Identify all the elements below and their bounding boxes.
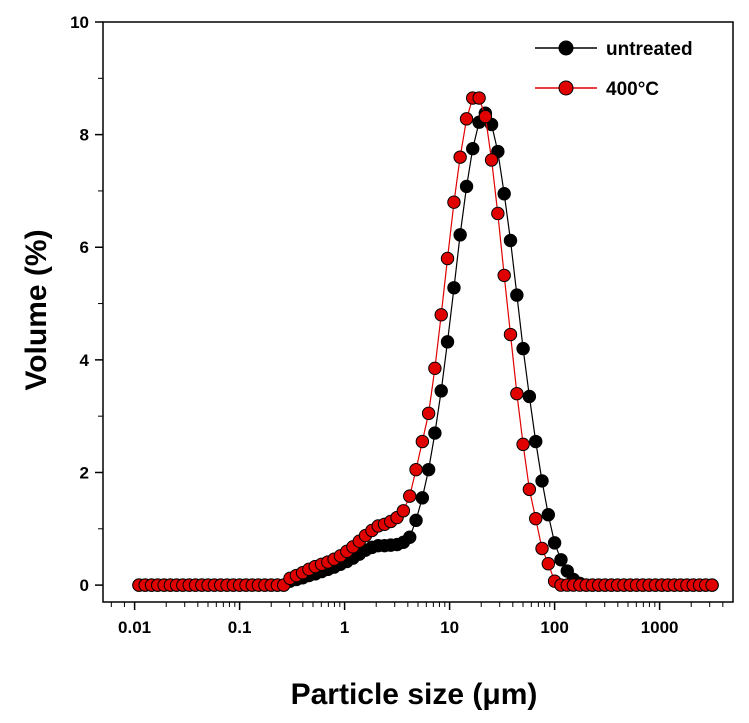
data-point bbox=[516, 341, 530, 356]
data-point bbox=[428, 426, 442, 440]
series-line bbox=[139, 97, 713, 586]
data-point bbox=[415, 491, 430, 505]
data-point bbox=[434, 384, 448, 398]
data-point bbox=[466, 141, 480, 156]
data-point bbox=[403, 530, 417, 544]
legend-label: untreated bbox=[606, 39, 693, 60]
data-point bbox=[522, 389, 537, 404]
data-point bbox=[529, 434, 543, 449]
data-point bbox=[491, 206, 505, 221]
data-point bbox=[415, 434, 430, 449]
data-point bbox=[453, 228, 467, 242]
data-point bbox=[459, 179, 474, 194]
y-tick-label: 4 bbox=[80, 351, 90, 370]
y-axis-title: Volume (%) bbox=[20, 229, 53, 390]
data-point bbox=[409, 462, 423, 477]
data-point bbox=[705, 578, 719, 592]
data-point bbox=[453, 150, 467, 164]
data-point bbox=[503, 233, 518, 248]
data-point bbox=[497, 187, 511, 201]
data-point bbox=[447, 281, 461, 295]
y-tick-label: 6 bbox=[80, 238, 89, 257]
data-point bbox=[510, 288, 524, 302]
series-untreated bbox=[132, 106, 719, 592]
data-point bbox=[459, 112, 474, 126]
legend-label: 400°C bbox=[606, 79, 659, 100]
y-tick-label: 2 bbox=[80, 463, 89, 482]
data-point bbox=[541, 557, 556, 571]
data-point bbox=[547, 536, 562, 550]
data-point bbox=[440, 335, 455, 349]
data-point bbox=[535, 541, 549, 556]
data-point bbox=[541, 508, 556, 522]
data-point bbox=[428, 361, 442, 376]
data-point bbox=[421, 462, 436, 477]
x-tick-label: 1 bbox=[340, 618, 349, 637]
series-layer bbox=[132, 91, 719, 592]
x-tick-label: 0.1 bbox=[228, 618, 252, 637]
y-tick-label: 10 bbox=[70, 13, 89, 32]
data-point bbox=[554, 553, 568, 567]
data-point bbox=[535, 474, 549, 488]
legend-marker bbox=[558, 40, 574, 56]
data-point bbox=[510, 386, 524, 401]
y-axis-ticks: 0 2 4 6 8 10 bbox=[70, 13, 103, 595]
y-tick-label: 8 bbox=[80, 126, 89, 145]
legend: untreated 400°C bbox=[535, 39, 693, 100]
x-tick-label: 1000 bbox=[641, 618, 679, 637]
data-point bbox=[421, 406, 436, 421]
data-point bbox=[497, 268, 511, 283]
legend-marker bbox=[558, 80, 574, 96]
data-point bbox=[529, 511, 543, 526]
x-tick-label: 100 bbox=[540, 618, 568, 637]
y-tick-label: 0 bbox=[80, 576, 89, 595]
data-point bbox=[434, 308, 448, 322]
data-point bbox=[484, 153, 499, 167]
data-point bbox=[472, 91, 486, 105]
data-point bbox=[447, 195, 461, 209]
x-tick-label: 10 bbox=[440, 618, 459, 637]
x-axis-title: Particle size (μm) bbox=[291, 678, 538, 711]
data-point bbox=[440, 251, 455, 266]
series-400c bbox=[132, 91, 719, 592]
data-point bbox=[403, 489, 417, 503]
series-line bbox=[139, 112, 713, 586]
x-axis-ticks: 0.01 0.1 1 10 100 1000 bbox=[110, 602, 724, 637]
data-point bbox=[478, 109, 493, 124]
x-tick-label: 0.01 bbox=[118, 618, 151, 637]
data-point bbox=[522, 482, 537, 497]
data-point bbox=[396, 504, 411, 518]
data-point bbox=[503, 327, 518, 342]
data-point bbox=[516, 437, 530, 452]
data-point bbox=[409, 513, 423, 528]
